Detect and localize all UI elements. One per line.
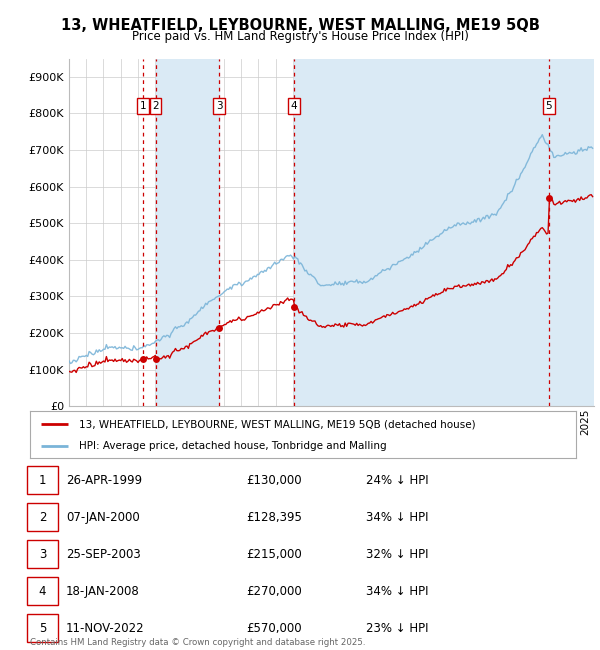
Text: 1: 1 bbox=[39, 473, 46, 486]
Text: 13, WHEATFIELD, LEYBOURNE, WEST MALLING, ME19 5QB: 13, WHEATFIELD, LEYBOURNE, WEST MALLING,… bbox=[61, 18, 539, 33]
Text: 5: 5 bbox=[545, 101, 552, 111]
Text: 11-NOV-2022: 11-NOV-2022 bbox=[66, 621, 145, 634]
Text: 23% ↓ HPI: 23% ↓ HPI bbox=[366, 621, 428, 634]
Text: 34% ↓ HPI: 34% ↓ HPI bbox=[366, 585, 428, 598]
Bar bbox=[549, 58, 594, 406]
Text: 1: 1 bbox=[140, 101, 146, 111]
Text: 26-APR-1999: 26-APR-1999 bbox=[66, 473, 142, 486]
Text: 3: 3 bbox=[216, 101, 223, 111]
Text: 18-JAN-2008: 18-JAN-2008 bbox=[66, 585, 140, 598]
Text: £128,395: £128,395 bbox=[246, 511, 302, 524]
Text: 4: 4 bbox=[39, 585, 46, 598]
Text: £130,000: £130,000 bbox=[246, 473, 302, 486]
Text: 13, WHEATFIELD, LEYBOURNE, WEST MALLING, ME19 5QB (detached house): 13, WHEATFIELD, LEYBOURNE, WEST MALLING,… bbox=[79, 419, 476, 429]
FancyBboxPatch shape bbox=[27, 577, 58, 605]
Text: 5: 5 bbox=[39, 621, 46, 634]
Text: 07-JAN-2000: 07-JAN-2000 bbox=[66, 511, 140, 524]
Text: 4: 4 bbox=[290, 101, 297, 111]
Bar bbox=[293, 58, 549, 406]
Text: 3: 3 bbox=[39, 547, 46, 560]
Text: £570,000: £570,000 bbox=[246, 621, 302, 634]
FancyBboxPatch shape bbox=[27, 540, 58, 568]
Text: Contains HM Land Registry data © Crown copyright and database right 2025.
This d: Contains HM Land Registry data © Crown c… bbox=[30, 638, 365, 650]
FancyBboxPatch shape bbox=[27, 614, 58, 642]
Text: 2: 2 bbox=[152, 101, 159, 111]
Text: 2: 2 bbox=[39, 511, 46, 524]
Text: £215,000: £215,000 bbox=[246, 547, 302, 560]
Text: 32% ↓ HPI: 32% ↓ HPI bbox=[366, 547, 428, 560]
FancyBboxPatch shape bbox=[27, 466, 58, 494]
Text: HPI: Average price, detached house, Tonbridge and Malling: HPI: Average price, detached house, Tonb… bbox=[79, 441, 387, 450]
Text: £270,000: £270,000 bbox=[246, 585, 302, 598]
Text: 34% ↓ HPI: 34% ↓ HPI bbox=[366, 511, 428, 524]
Bar bbox=[155, 58, 219, 406]
Text: 25-SEP-2003: 25-SEP-2003 bbox=[66, 547, 141, 560]
Text: 24% ↓ HPI: 24% ↓ HPI bbox=[366, 473, 428, 486]
Text: Price paid vs. HM Land Registry's House Price Index (HPI): Price paid vs. HM Land Registry's House … bbox=[131, 30, 469, 43]
FancyBboxPatch shape bbox=[27, 503, 58, 531]
